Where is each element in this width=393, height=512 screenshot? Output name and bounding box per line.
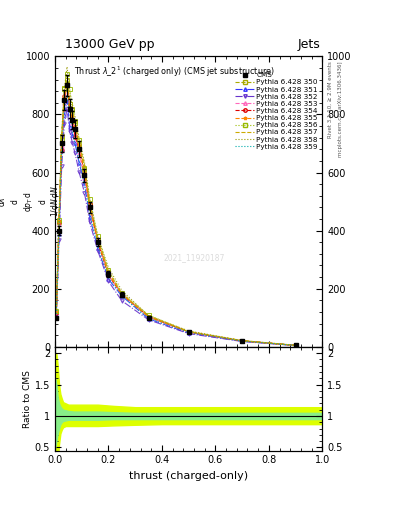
Text: $\mathrm{d}\lambda$
$\mathrm{d}$
$\mathrm{d}p_T\,\mathrm{d}$
$\mathrm{d}$
$1/\ma: $\mathrm{d}\lambda$ $\mathrm{d}$ $\mathr… bbox=[0, 186, 61, 217]
Text: mcplots.cern.ch [arXiv:1306.3436]: mcplots.cern.ch [arXiv:1306.3436] bbox=[338, 61, 343, 157]
X-axis label: thrust (charged-only): thrust (charged-only) bbox=[129, 471, 248, 481]
Text: Thrust $\lambda\_2^1$ (charged only) (CMS jet substructure): Thrust $\lambda\_2^1$ (charged only) (CM… bbox=[74, 65, 274, 79]
Y-axis label: Ratio to CMS: Ratio to CMS bbox=[23, 370, 32, 428]
Text: 13000 GeV pp: 13000 GeV pp bbox=[65, 38, 154, 51]
Text: Rivet 3.1.10, ≥ 2.9M events: Rivet 3.1.10, ≥ 2.9M events bbox=[328, 61, 333, 138]
Text: 2021_11920187: 2021_11920187 bbox=[163, 252, 225, 262]
Text: Jets: Jets bbox=[298, 38, 320, 51]
Legend: CMS, Pythia 6.428 350, Pythia 6.428 351, Pythia 6.428 352, Pythia 6.428 353, Pyt: CMS, Pythia 6.428 350, Pythia 6.428 351,… bbox=[235, 72, 319, 151]
